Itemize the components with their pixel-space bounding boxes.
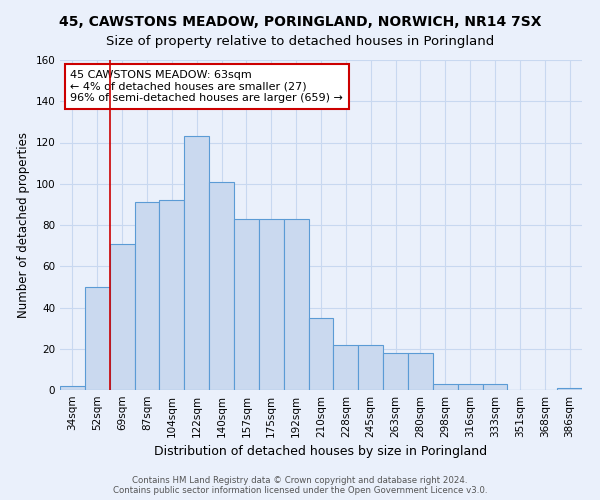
Bar [110,244,134,390]
Bar [458,384,482,390]
Bar [284,219,308,390]
Text: Contains HM Land Registry data © Crown copyright and database right 2024.
Contai: Contains HM Land Registry data © Crown c… [113,476,487,495]
Bar [482,384,508,390]
Bar [408,353,433,390]
Bar [308,318,334,390]
Bar [259,219,284,390]
Bar [334,344,358,390]
Bar [383,353,408,390]
Text: Size of property relative to detached houses in Poringland: Size of property relative to detached ho… [106,35,494,48]
Bar [358,344,383,390]
Y-axis label: Number of detached properties: Number of detached properties [17,132,30,318]
Text: 45, CAWSTONS MEADOW, PORINGLAND, NORWICH, NR14 7SX: 45, CAWSTONS MEADOW, PORINGLAND, NORWICH… [59,15,541,29]
Bar [134,202,160,390]
Bar [160,200,184,390]
Bar [557,388,582,390]
Bar [234,219,259,390]
Bar [60,386,85,390]
Bar [433,384,458,390]
X-axis label: Distribution of detached houses by size in Poringland: Distribution of detached houses by size … [154,446,488,458]
Bar [85,287,110,390]
Bar [184,136,209,390]
Text: 45 CAWSTONS MEADOW: 63sqm
← 4% of detached houses are smaller (27)
96% of semi-d: 45 CAWSTONS MEADOW: 63sqm ← 4% of detach… [70,70,343,103]
Bar [209,182,234,390]
